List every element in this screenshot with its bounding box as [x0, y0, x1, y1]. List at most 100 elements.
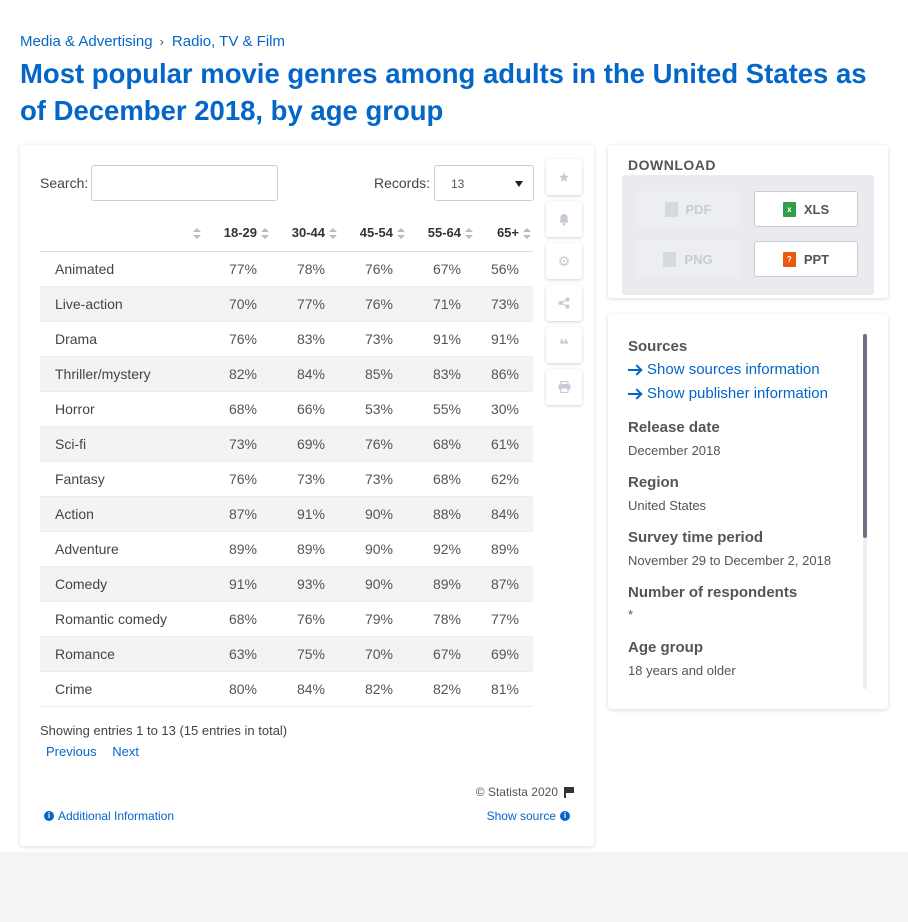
- download-pdf-label: PDF: [685, 201, 712, 217]
- column-header-genre[interactable]: [40, 215, 203, 252]
- download-card: DOWNLOAD PDF x XLS PNG ? PPT: [608, 145, 888, 298]
- show-sources-link[interactable]: Show sources information: [628, 361, 820, 378]
- table-cell: 90%: [339, 496, 407, 532]
- row-label: Drama: [40, 321, 203, 357]
- show-source-link[interactable]: Show source i: [487, 809, 574, 823]
- arrow-right-icon: [628, 368, 641, 371]
- table-cell: 86%: [475, 356, 533, 392]
- table-cell: 68%: [407, 461, 475, 497]
- breadcrumb-media-advertising[interactable]: Media & Advertising: [20, 33, 153, 50]
- table-cell: 67%: [407, 636, 475, 672]
- table-row: Adventure 89% 89% 90% 92% 89%: [40, 531, 533, 567]
- entries-info: Showing entries 1 to 13 (15 entries in t…: [40, 723, 288, 738]
- details-scrollbar-thumb[interactable]: [863, 334, 867, 538]
- age-group-value: 18 years and older: [628, 663, 736, 678]
- gear-icon: ⚙: [557, 252, 571, 269]
- search-label: Search:: [40, 175, 89, 191]
- table-header-row: 18-29 30-44 45-54 55-64 65+: [40, 215, 533, 252]
- previous-page-link[interactable]: Previous: [46, 744, 97, 759]
- statistic-toolbar: ★ ⚙ ❝: [546, 159, 582, 411]
- download-pdf-button[interactable]: PDF: [636, 191, 740, 227]
- table-cell: 77%: [475, 601, 533, 637]
- table-cell: 89%: [475, 531, 533, 567]
- row-label: Live-action: [40, 286, 203, 322]
- table-cell: 76%: [339, 251, 407, 287]
- additional-information-link[interactable]: i Additional Information: [40, 809, 174, 823]
- table-cell: 55%: [407, 391, 475, 427]
- column-header-65-plus[interactable]: 65+: [475, 215, 533, 252]
- download-xls-button[interactable]: x XLS: [754, 191, 858, 227]
- caret-down-icon: [515, 181, 523, 187]
- table-cell: 30%: [475, 391, 533, 427]
- next-page-link[interactable]: Next: [112, 744, 139, 759]
- table-cell: 73%: [475, 286, 533, 322]
- table-cell: 88%: [407, 496, 475, 532]
- row-label: Comedy: [40, 566, 203, 602]
- table-cell: 77%: [203, 251, 271, 287]
- respondents-heading: Number of respondents: [628, 584, 798, 601]
- region-value: United States: [628, 498, 707, 513]
- row-label: Sci-fi: [40, 426, 203, 462]
- download-xls-label: XLS: [803, 201, 830, 217]
- records-select[interactable]: 13: [434, 165, 534, 201]
- table-row: Animated 77% 78% 76% 67% 56%: [40, 251, 533, 287]
- table-cell: 61%: [475, 426, 533, 462]
- table-cell: 73%: [271, 461, 339, 497]
- column-header-55-64[interactable]: 55-64: [407, 215, 475, 252]
- download-png-button[interactable]: PNG: [636, 241, 740, 277]
- table-cell: 79%: [339, 601, 407, 637]
- details-scrollbar[interactable]: [863, 334, 867, 689]
- show-sources-label: Show sources information: [647, 361, 820, 378]
- row-label: Crime: [40, 671, 203, 707]
- table-cell: 78%: [271, 251, 339, 287]
- share-icon: [558, 297, 570, 309]
- row-label: Thriller/mystery: [40, 356, 203, 392]
- table-cell: 69%: [271, 426, 339, 462]
- row-label: Adventure: [40, 531, 203, 567]
- settings-button[interactable]: ⚙: [546, 243, 582, 279]
- table-cell: 84%: [475, 496, 533, 532]
- table-row: Fantasy 76% 73% 73% 68% 62%: [40, 461, 533, 497]
- table-cell: 89%: [203, 531, 271, 567]
- column-header-30-44[interactable]: 30-44: [271, 215, 339, 252]
- sort-icon: [465, 228, 473, 240]
- region-heading: Region: [628, 474, 679, 491]
- download-ppt-button[interactable]: ? PPT: [754, 241, 858, 277]
- print-button[interactable]: [546, 369, 582, 405]
- table-cell: 78%: [407, 601, 475, 637]
- table-cell: 56%: [475, 251, 533, 287]
- table-cell: 82%: [203, 356, 271, 392]
- favorite-button[interactable]: ★: [546, 159, 582, 195]
- pagination: Previous Next: [46, 744, 151, 759]
- table-cell: 93%: [271, 566, 339, 602]
- show-publisher-link[interactable]: Show publisher information: [628, 385, 828, 402]
- table-cell: 91%: [475, 321, 533, 357]
- table-row: Drama 76% 83% 73% 91% 91%: [40, 321, 533, 357]
- copyright-text: © Statista 2020: [475, 785, 558, 799]
- table-cell: 76%: [203, 461, 271, 497]
- ppt-file-icon: ?: [782, 251, 796, 267]
- download-png-label: PNG: [684, 251, 713, 267]
- notification-button[interactable]: [546, 201, 582, 237]
- column-header-45-54[interactable]: 45-54: [339, 215, 407, 252]
- row-label: Action: [40, 496, 203, 532]
- column-header-18-29[interactable]: 18-29: [203, 215, 271, 252]
- row-label: Horror: [40, 391, 203, 427]
- flag-icon[interactable]: [564, 786, 574, 798]
- breadcrumb-radio-tv-film[interactable]: Radio, TV & Film: [171, 33, 286, 50]
- respondents-value: *: [628, 607, 634, 622]
- release-date-heading: Release date: [628, 419, 720, 436]
- sort-icon: [329, 228, 337, 240]
- table-cell: 87%: [203, 496, 271, 532]
- table-row: Comedy 91% 93% 90% 89% 87%: [40, 566, 533, 602]
- search-input[interactable]: [91, 165, 278, 201]
- bell-icon: [559, 213, 569, 226]
- table-body: Animated 77% 78% 76% 67% 56% Live-action 70% 77%…: [40, 251, 533, 707]
- table-cell: 83%: [271, 321, 339, 357]
- table-cell: 76%: [203, 321, 271, 357]
- cite-button[interactable]: ❝: [546, 327, 582, 363]
- share-button[interactable]: [546, 285, 582, 321]
- table-cell: 76%: [339, 286, 407, 322]
- print-icon: [558, 381, 570, 393]
- pdf-file-icon: [664, 201, 678, 217]
